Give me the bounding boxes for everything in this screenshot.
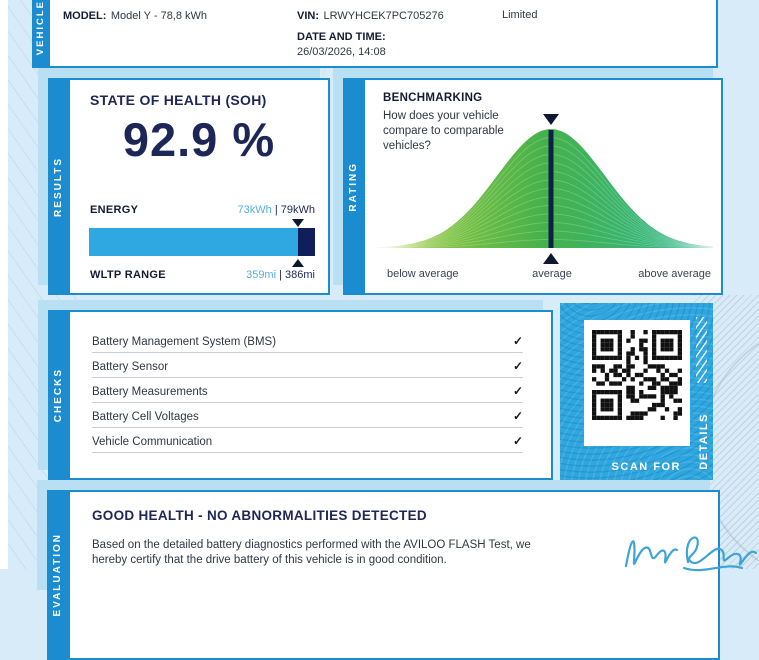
wltp-row: WLTP RANGE 359mi | 386mi [90, 269, 315, 281]
soh-bar-lost-segment [298, 228, 315, 256]
page-left-margin [0, 0, 8, 569]
question-line-3: vehicles? [383, 140, 431, 152]
check-row-cell-voltages: Battery Cell Voltages ✓ [92, 403, 523, 428]
vehicle-model: MODEL: Model Y - 78,8 kWh [63, 6, 207, 24]
soh-bar [89, 228, 315, 256]
evaluation-body: Based on the detailed battery diagnostic… [92, 539, 531, 566]
date-label: DATE AND TIME: [297, 31, 386, 43]
tab-results-label: RESULTS [52, 156, 64, 217]
energy-current: 73kWh [237, 204, 272, 216]
soh-marker-bottom-icon [292, 259, 304, 267]
axis-above-average: above average [638, 268, 711, 280]
check-label: Battery Management System (BMS) [92, 336, 277, 348]
checks-section: Battery Management System (BMS) ✓ Batter… [68, 310, 553, 480]
wltp-separator: | [276, 269, 286, 281]
date-value: 26/03/2026, 14:08 [297, 46, 386, 58]
tab-checks: CHECKS [48, 310, 68, 480]
check-label: Vehicle Communication [92, 436, 213, 448]
wltp-label: WLTP RANGE [90, 269, 166, 281]
vehicle-vin: VIN: LRWYHCEK7PC705276 [297, 6, 444, 24]
tab-rating: RATING [343, 78, 363, 295]
axis-average: average [532, 268, 572, 280]
wltp-original: 386mi [285, 269, 315, 281]
model-label: MODEL: [63, 10, 107, 22]
question-line-1: How does your vehicle [383, 110, 499, 122]
owner-partial-text: Limited [502, 9, 538, 21]
vehicle-date-value-row: 26/03/2026, 14:08 [297, 42, 386, 60]
qr-tile: SCAN FOR DETAILS [560, 303, 713, 480]
check-icon: ✓ [512, 409, 523, 423]
axis-below-average: below average [387, 268, 459, 280]
check-icon: ✓ [512, 434, 523, 448]
benchmark-bell-curve-chart [377, 114, 713, 264]
results-section: STATE OF HEALTH (SOH) 92.9 % ENERGY 73kW… [68, 78, 330, 295]
vin-value: LRWYHCEK7PC705276 [323, 10, 444, 22]
benchmarking-title: BENCHMARKING [383, 92, 483, 104]
energy-separator: | [271, 204, 281, 216]
qr-code-frame [584, 320, 690, 446]
tab-vehicle: VEHICLE [32, 0, 48, 68]
qr-code [592, 330, 682, 420]
soh-value: 92.9 % [122, 113, 276, 166]
tab-checks-label: CHECKS [52, 367, 64, 423]
check-icon: ✓ [512, 384, 523, 398]
wltp-current: 359mi [246, 269, 277, 281]
energy-label: ENERGY [90, 204, 139, 216]
soh-title: STATE OF HEALTH (SOH) [90, 92, 267, 108]
check-icon: ✓ [512, 359, 523, 373]
evaluation-section: GOOD HEALTH - NO ABNORMALITIES DETECTED … [68, 490, 758, 660]
vehicle-section: MODEL: Model Y - 78,8 kWh VIN: LRWYHCEK7… [48, 0, 718, 68]
vin-label: VIN: [297, 10, 319, 22]
energy-row: ENERGY 73kWh | 79kWh [90, 204, 315, 216]
wltp-values: 359mi | 386mi [246, 269, 315, 281]
check-row-bms: Battery Management System (BMS) ✓ [92, 328, 523, 353]
tab-evaluation-label: EVALUATION [52, 533, 63, 617]
energy-original: 79kWh [280, 204, 315, 216]
signature [624, 536, 758, 572]
evaluation-heading: GOOD HEALTH - NO ABNORMALITIES DETECTED [92, 508, 427, 523]
check-row-sensor: Battery Sensor ✓ [92, 353, 523, 378]
vehicle-owner: Limited [502, 5, 537, 23]
vehicle-date-label-row: DATE AND TIME: [297, 27, 386, 45]
scan-for-label: SCAN FOR [611, 461, 681, 473]
check-icon: ✓ [512, 334, 523, 348]
details-hatch-icon [696, 317, 707, 383]
soh-marker-top-icon [292, 219, 304, 227]
rating-section: BENCHMARKING How does your vehicle compa… [363, 78, 723, 295]
question-line-2: compare to comparable [383, 125, 504, 137]
tab-evaluation: EVALUATION [47, 490, 68, 660]
benchmarking-question: How does your vehicle compare to compara… [383, 109, 504, 154]
tab-rating-label: RATING [347, 161, 359, 212]
check-label: Battery Cell Voltages [92, 411, 199, 423]
tab-vehicle-label: VEHICLE [34, 0, 46, 56]
details-label: DETAILS [698, 413, 710, 470]
check-label: Battery Sensor [92, 361, 169, 373]
energy-values: 73kWh | 79kWh [238, 204, 315, 216]
tab-results: RESULTS [48, 78, 68, 295]
check-row-vehicle-communication: Vehicle Communication ✓ [92, 428, 523, 453]
model-value: Model Y - 78,8 kWh [110, 10, 208, 22]
check-row-measurements: Battery Measurements ✓ [92, 378, 523, 403]
benchmark-axis-labels: below average average above average [377, 268, 713, 282]
check-label: Battery Measurements [92, 386, 208, 398]
